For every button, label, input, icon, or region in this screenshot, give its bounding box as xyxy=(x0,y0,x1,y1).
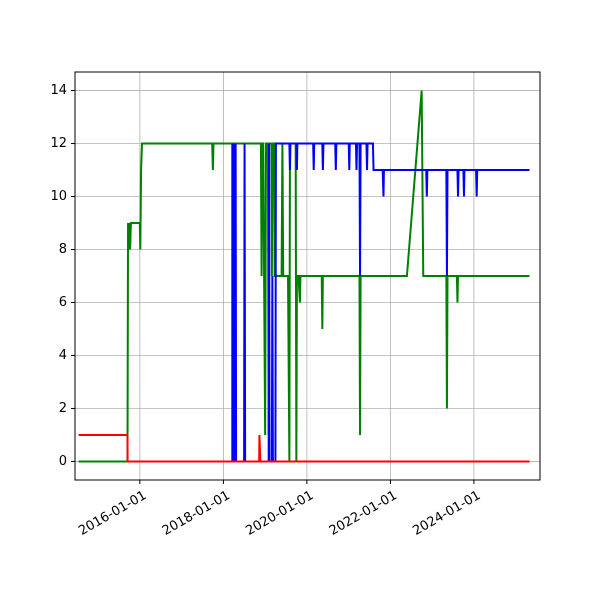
x-axis: 2016-01-01 2018-01-01 2020-01-01 2022-01-01… xyxy=(76,480,483,539)
y-tick: 6 xyxy=(59,295,75,310)
series-line-3 xyxy=(78,433,530,463)
y-tick-label: 4 xyxy=(59,348,67,363)
y-tick-label: 0 xyxy=(59,454,67,469)
y-tick-label: 12 xyxy=(50,136,67,151)
y-tick: 0 xyxy=(59,454,75,469)
x-tick-label: 2024-01-01 xyxy=(410,488,483,539)
x-tick-label: 2022-01-01 xyxy=(327,488,400,539)
x-tick-label: 2020-01-01 xyxy=(243,488,316,539)
y-tick: 2 xyxy=(59,401,75,416)
x-tick-label: 2018-01-01 xyxy=(160,488,233,539)
x-tick: 2024-01-01 xyxy=(410,480,483,539)
y-tick-label: 8 xyxy=(59,242,67,257)
plot-frame xyxy=(74,71,541,481)
x-tick: 2020-01-01 xyxy=(243,480,316,539)
y-tick: 12 xyxy=(50,136,75,151)
series-line-1 xyxy=(78,90,530,463)
series-layer xyxy=(78,90,530,463)
y-tick: 8 xyxy=(59,242,75,257)
x-tick: 2022-01-01 xyxy=(327,480,400,539)
y-tick-label: 10 xyxy=(50,189,67,204)
y-tick-label: 6 xyxy=(59,295,67,310)
y-tick-label: 2 xyxy=(59,401,67,416)
y-tick: 4 xyxy=(59,348,75,363)
y-axis: 0 2 4 6 8 10 12 14 xyxy=(50,83,75,469)
y-tick: 14 xyxy=(50,83,75,98)
x-tick-label: 2016-01-01 xyxy=(76,488,149,539)
x-tick: 2016-01-01 xyxy=(76,480,149,539)
y-tick-label: 14 xyxy=(50,83,67,98)
x-tick: 2018-01-01 xyxy=(160,480,233,539)
y-tick: 10 xyxy=(50,189,75,204)
